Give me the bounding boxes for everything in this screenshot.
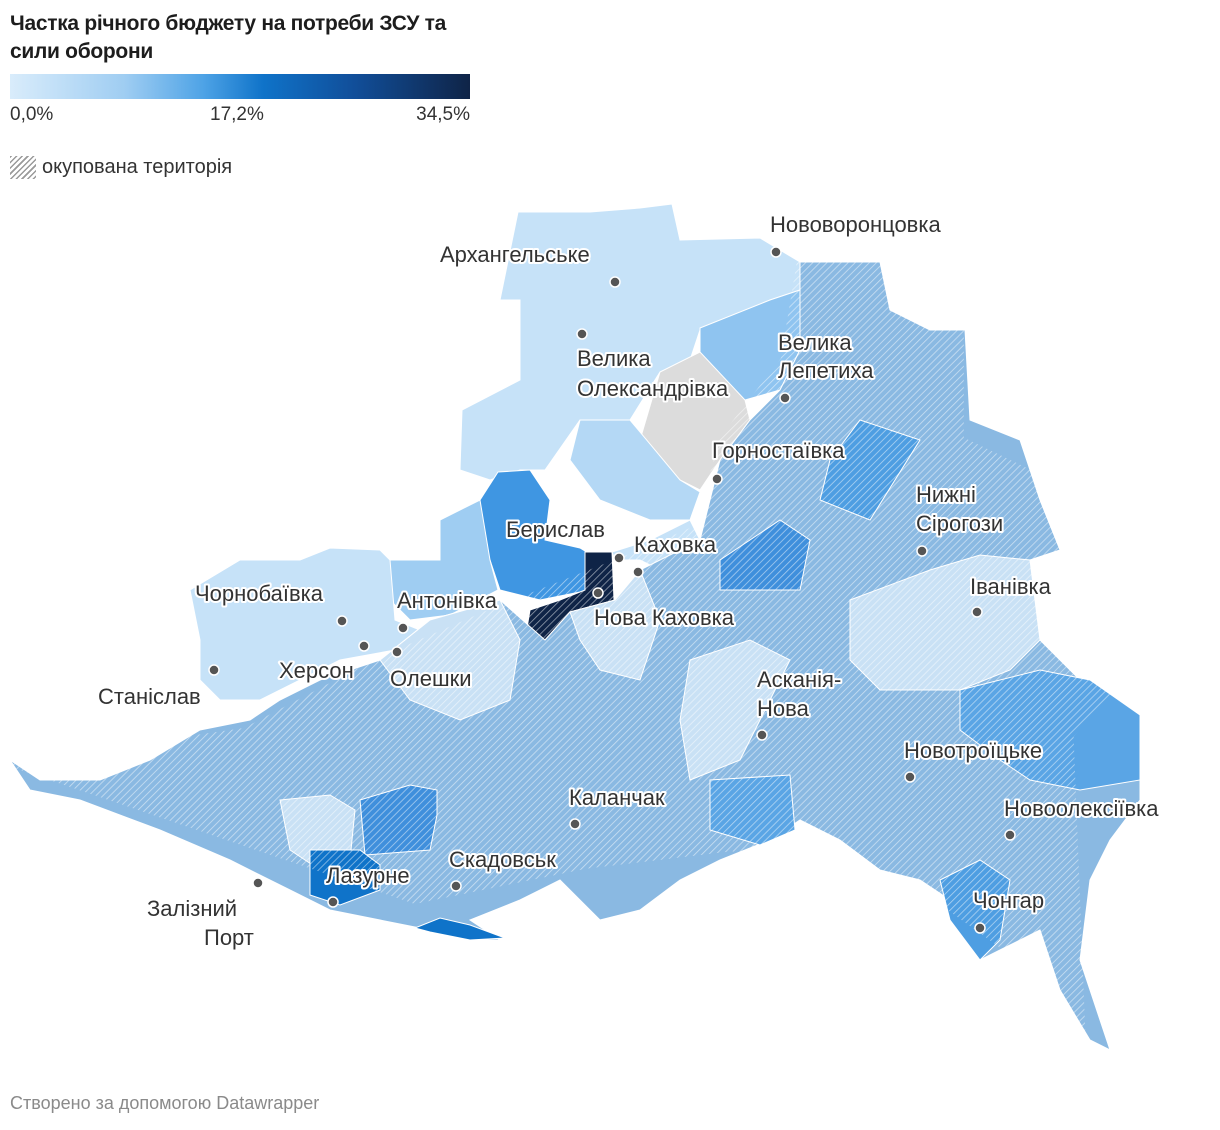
label-oleshky: Олешки xyxy=(390,666,472,691)
city-dot-skadovsk[interactable] xyxy=(450,880,462,892)
label-kherson: Херсон xyxy=(279,658,354,683)
city-labels: Архангельське Нововоронцовка Велика Олек… xyxy=(96,210,1161,952)
city-dot-ivanivka[interactable] xyxy=(971,606,983,618)
city-dot-arkhanhelske[interactable] xyxy=(609,276,621,288)
color-scale-legend xyxy=(10,74,470,99)
map-title: Частка річного бюджету на потреби ЗСУ та… xyxy=(10,12,447,63)
occupied-legend-label: окупована територія xyxy=(42,156,233,178)
city-dot-chonhar[interactable] xyxy=(974,922,986,934)
label-zaliznyi-port-2: Порт xyxy=(204,925,254,950)
label-antonivka: Антонівка xyxy=(397,588,498,613)
city-dot-nova-kakhovka[interactable] xyxy=(592,587,604,599)
city-dot-hornostaivka[interactable] xyxy=(711,473,723,485)
city-dot-beryslav[interactable] xyxy=(613,552,625,564)
city-dot-velyka-oleksandrivka[interactable] xyxy=(576,328,588,340)
occupied-legend: окупована територія xyxy=(10,156,232,179)
label-kakhovka: Каховка xyxy=(634,532,717,557)
label-chonhar: Чонгар xyxy=(973,888,1044,913)
label-askania-nova-2: Нова xyxy=(757,696,810,721)
label-nyzhni-sirohozy-1: Нижні xyxy=(916,482,976,507)
city-dot-oleshky[interactable] xyxy=(391,646,403,658)
legend-max-label: 34,5% xyxy=(416,104,470,125)
city-dot-lazurne[interactable] xyxy=(327,896,339,908)
city-dot-novooleksiivka[interactable] xyxy=(1004,829,1016,841)
label-beryslav: Берислав xyxy=(506,517,605,542)
label-chornobaivka: Чорнобаївка xyxy=(195,581,324,606)
hatch-swatch-icon xyxy=(10,156,36,179)
city-dot-velyka-lepetykha[interactable] xyxy=(779,392,791,404)
label-novovorontsovka: Нововоронцовка xyxy=(770,212,941,237)
label-lazurne: Лазурне xyxy=(326,863,410,888)
label-nova-kakhovka: Нова Каховка xyxy=(594,605,735,630)
city-dot-nyzhni-sirohozy[interactable] xyxy=(916,545,928,557)
label-kalanchak: Каланчак xyxy=(569,785,665,810)
region-occ-spit-dark[interactable] xyxy=(413,917,506,941)
city-dot-kakhovka[interactable] xyxy=(632,566,644,578)
label-zaliznyi-port-1: Залізний xyxy=(147,896,237,921)
city-dot-antonivka[interactable] xyxy=(397,622,409,634)
label-velyka-lepetykha-2: Лепетиха xyxy=(778,358,874,383)
city-dot-novotroitske[interactable] xyxy=(904,771,916,783)
label-velyka-oleksandrivka-2: Олександрівка xyxy=(577,376,729,401)
city-dot-kherson[interactable] xyxy=(358,640,370,652)
label-skadovsk: Скадовськ xyxy=(449,847,556,872)
city-dot-zaliznyi-port[interactable] xyxy=(252,877,264,889)
label-velyka-oleksandrivka-1: Велика xyxy=(577,346,651,371)
label-ivanivka: Іванівка xyxy=(970,574,1052,599)
city-markers xyxy=(208,246,1016,934)
label-novotroitske: Новотроїцьке xyxy=(904,738,1042,763)
label-askania-nova-1: Асканія- xyxy=(757,667,841,692)
city-dot-stanislav[interactable] xyxy=(208,664,220,676)
city-dot-kalanchak[interactable] xyxy=(569,818,581,830)
city-dot-novovorontsovka[interactable] xyxy=(770,246,782,258)
label-arkhanhelske: Архангельське xyxy=(440,242,590,267)
label-nyzhni-sirohozy-2: Сірогози xyxy=(916,511,1003,536)
legend-min-label: 0,0% xyxy=(10,104,54,125)
label-hornostaivka: Горностаївка xyxy=(712,438,845,463)
legend-mid-label: 17,2% xyxy=(210,104,264,125)
label-velyka-lepetykha-1: Велика xyxy=(778,330,852,355)
city-dot-chornobaivka[interactable] xyxy=(336,615,348,627)
city-dot-askania-nova[interactable] xyxy=(756,729,768,741)
label-novooleksiivka: Новоолексіївка xyxy=(1004,796,1159,821)
region-west-light[interactable] xyxy=(389,499,499,621)
credit-footer: Створено за допомогою Datawrapper xyxy=(10,1093,320,1113)
label-stanislav: Станіслав xyxy=(98,684,201,709)
